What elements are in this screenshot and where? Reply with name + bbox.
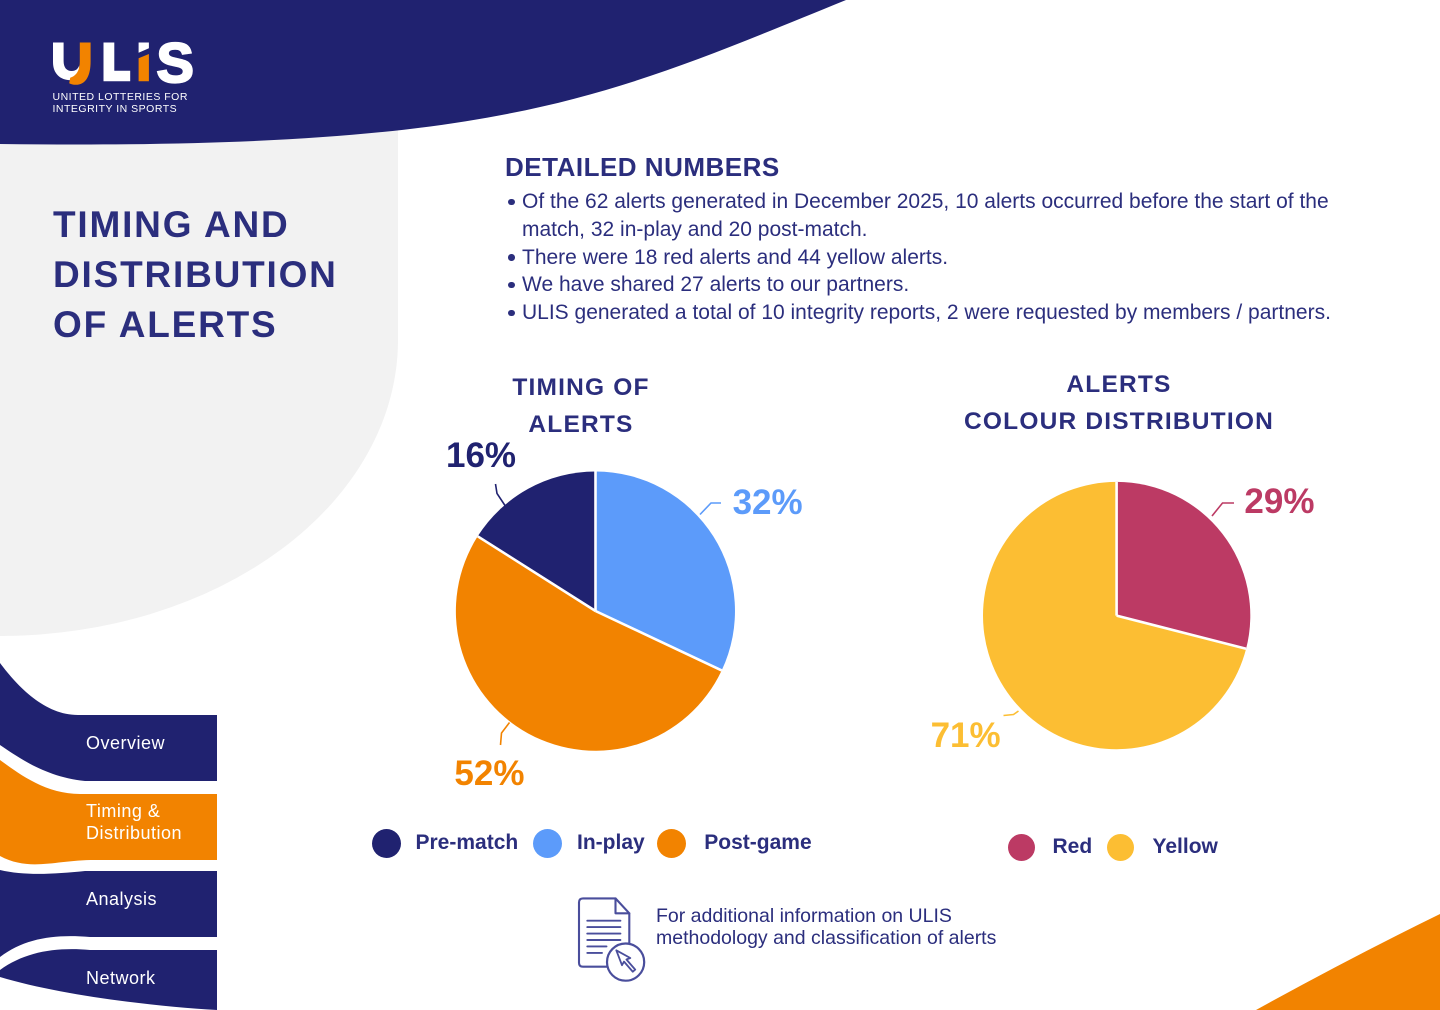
svg-text:S: S — [157, 31, 194, 94]
